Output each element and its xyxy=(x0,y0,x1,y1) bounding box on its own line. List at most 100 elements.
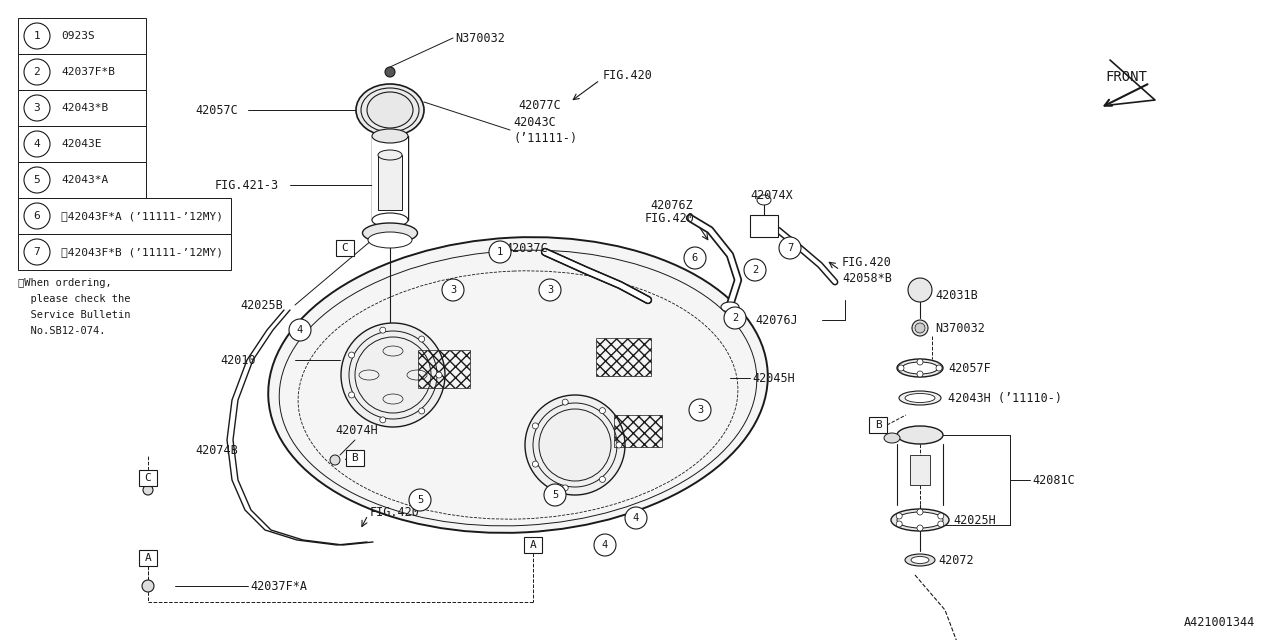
Text: Service Bulletin: Service Bulletin xyxy=(18,310,131,320)
Ellipse shape xyxy=(369,232,412,248)
Text: A: A xyxy=(145,553,151,563)
Bar xyxy=(18,198,230,234)
Circle shape xyxy=(24,131,50,157)
Circle shape xyxy=(744,259,765,281)
Text: 42043*B: 42043*B xyxy=(61,103,109,113)
Ellipse shape xyxy=(372,213,408,227)
Text: 42045H: 42045H xyxy=(753,371,795,385)
Text: 42025B: 42025B xyxy=(241,298,283,312)
Text: 42043*A: 42043*A xyxy=(61,175,109,185)
Bar xyxy=(372,136,408,220)
Text: 42037C: 42037C xyxy=(506,241,548,255)
Circle shape xyxy=(143,485,154,495)
Text: C: C xyxy=(145,473,151,483)
Text: 42076J: 42076J xyxy=(755,314,797,326)
Bar xyxy=(614,415,662,447)
Text: 42077C: 42077C xyxy=(518,99,561,111)
Circle shape xyxy=(625,507,646,529)
Text: please check the: please check the xyxy=(18,294,131,304)
Circle shape xyxy=(911,320,928,336)
Ellipse shape xyxy=(721,302,739,312)
Text: No.SB12-074.: No.SB12-074. xyxy=(18,326,105,336)
Text: 42043E: 42043E xyxy=(61,139,101,149)
Circle shape xyxy=(532,461,539,467)
Text: 2: 2 xyxy=(751,265,758,275)
Circle shape xyxy=(24,239,50,265)
Circle shape xyxy=(348,392,355,398)
Circle shape xyxy=(330,455,340,465)
Text: ※When ordering,: ※When ordering, xyxy=(18,278,111,288)
Ellipse shape xyxy=(372,129,408,143)
Text: FIG.420: FIG.420 xyxy=(645,211,695,225)
Text: 42058*B: 42058*B xyxy=(842,271,892,285)
Circle shape xyxy=(24,23,50,49)
Ellipse shape xyxy=(905,554,934,566)
Bar xyxy=(335,240,355,256)
Circle shape xyxy=(938,513,943,519)
Text: 1: 1 xyxy=(497,247,503,257)
Circle shape xyxy=(340,323,445,427)
Bar xyxy=(18,162,146,198)
Ellipse shape xyxy=(367,92,413,128)
Ellipse shape xyxy=(362,223,417,243)
Text: 42025H: 42025H xyxy=(954,513,996,527)
Circle shape xyxy=(780,237,801,259)
Ellipse shape xyxy=(884,433,900,443)
Bar xyxy=(346,450,364,466)
Circle shape xyxy=(936,365,942,371)
Circle shape xyxy=(24,59,50,85)
Text: B: B xyxy=(352,453,358,463)
Ellipse shape xyxy=(897,426,943,444)
Ellipse shape xyxy=(897,359,943,377)
Ellipse shape xyxy=(356,84,424,136)
Circle shape xyxy=(410,489,431,511)
Bar xyxy=(18,90,146,126)
Bar xyxy=(596,338,652,376)
Circle shape xyxy=(616,442,622,448)
Circle shape xyxy=(562,485,568,491)
Text: 42074H: 42074H xyxy=(335,424,378,436)
Circle shape xyxy=(532,423,539,429)
Text: 42010: 42010 xyxy=(220,353,256,367)
Text: 42081C: 42081C xyxy=(1032,474,1075,486)
Text: FIG.421-3: FIG.421-3 xyxy=(215,179,279,191)
Text: 3: 3 xyxy=(449,285,456,295)
Circle shape xyxy=(684,247,707,269)
Circle shape xyxy=(24,167,50,193)
Circle shape xyxy=(385,67,396,77)
Text: N370032: N370032 xyxy=(934,321,984,335)
Text: 7: 7 xyxy=(787,243,794,253)
Ellipse shape xyxy=(905,394,934,403)
Text: 5: 5 xyxy=(33,175,41,185)
Bar xyxy=(910,455,931,485)
Bar xyxy=(419,350,470,388)
Text: 42074B: 42074B xyxy=(195,444,238,456)
Text: 42043H (’11110-): 42043H (’11110-) xyxy=(948,392,1062,404)
Circle shape xyxy=(899,365,904,371)
Text: 3: 3 xyxy=(696,405,703,415)
Text: 42057C: 42057C xyxy=(195,104,238,116)
Circle shape xyxy=(562,399,568,405)
Text: 2: 2 xyxy=(732,313,739,323)
Text: FIG.420: FIG.420 xyxy=(842,255,892,269)
Text: 4: 4 xyxy=(297,325,303,335)
Text: A421001344: A421001344 xyxy=(1184,616,1254,628)
Circle shape xyxy=(599,408,605,413)
Bar xyxy=(378,155,402,210)
Circle shape xyxy=(938,521,943,527)
Circle shape xyxy=(289,319,311,341)
Circle shape xyxy=(525,395,625,495)
Text: 5: 5 xyxy=(417,495,424,505)
Circle shape xyxy=(915,323,925,333)
Text: 42043C: 42043C xyxy=(513,115,556,129)
Text: N370032: N370032 xyxy=(454,31,504,45)
Circle shape xyxy=(916,525,923,531)
Ellipse shape xyxy=(911,557,929,563)
Text: 1: 1 xyxy=(33,31,41,41)
Text: 42037F*B: 42037F*B xyxy=(61,67,115,77)
Circle shape xyxy=(348,352,355,358)
Ellipse shape xyxy=(902,362,938,374)
Bar xyxy=(18,54,146,90)
Text: 42037F*A: 42037F*A xyxy=(250,579,307,593)
Circle shape xyxy=(916,509,923,515)
